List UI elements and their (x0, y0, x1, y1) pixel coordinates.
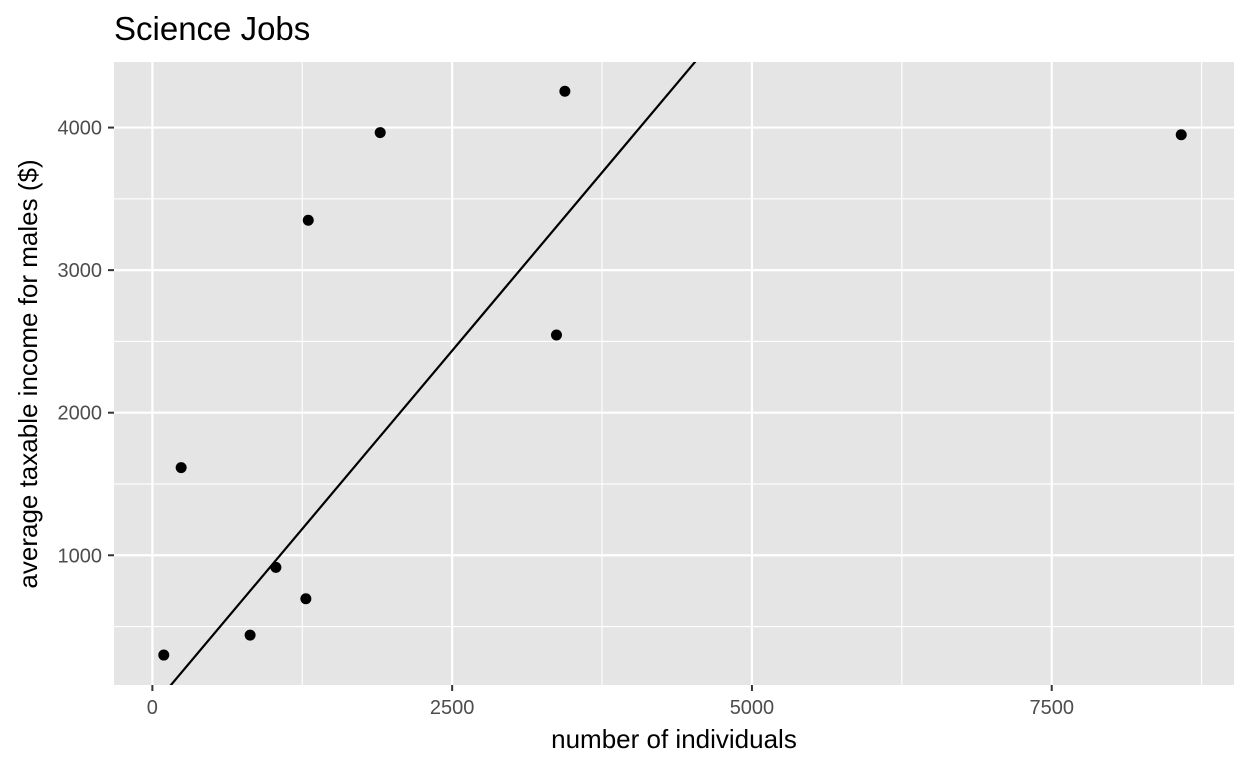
x-tick-label: 7500 (1029, 697, 1074, 719)
scatter-point (300, 593, 312, 605)
plot-panel (114, 62, 1234, 685)
major-gridlines (114, 62, 1234, 685)
scatter-point (270, 561, 282, 573)
x-axis-ticks: 0 2500 5000 7500 (147, 685, 1074, 719)
scatter-point (244, 629, 256, 641)
y-tick-label: 4000 (58, 118, 103, 140)
fit-line-layer (169, 62, 697, 685)
scatter-point (175, 462, 187, 474)
scatter-point (550, 329, 562, 341)
x-tick-label: 2500 (430, 697, 475, 719)
scatter-point (559, 85, 571, 97)
x-axis-title: number of individuals (551, 724, 797, 754)
y-axis-title: average taxable income for males ($) (13, 159, 43, 588)
scatter-point (158, 649, 170, 661)
x-tick-label: 5000 (730, 697, 775, 719)
chart-title: Science Jobs (114, 10, 310, 47)
scatter-point (302, 214, 314, 226)
y-tick-label: 1000 (58, 545, 103, 567)
fit-line (169, 62, 697, 685)
scatter-point (374, 127, 386, 139)
scatter-point (1175, 129, 1187, 141)
y-tick-label: 2000 (58, 403, 103, 425)
y-tick-label: 3000 (58, 260, 103, 282)
x-tick-label: 0 (147, 697, 158, 719)
y-axis-ticks: 1000 2000 3000 4000 (58, 118, 114, 567)
points-layer (158, 85, 1187, 661)
minor-gridlines (114, 62, 1234, 685)
